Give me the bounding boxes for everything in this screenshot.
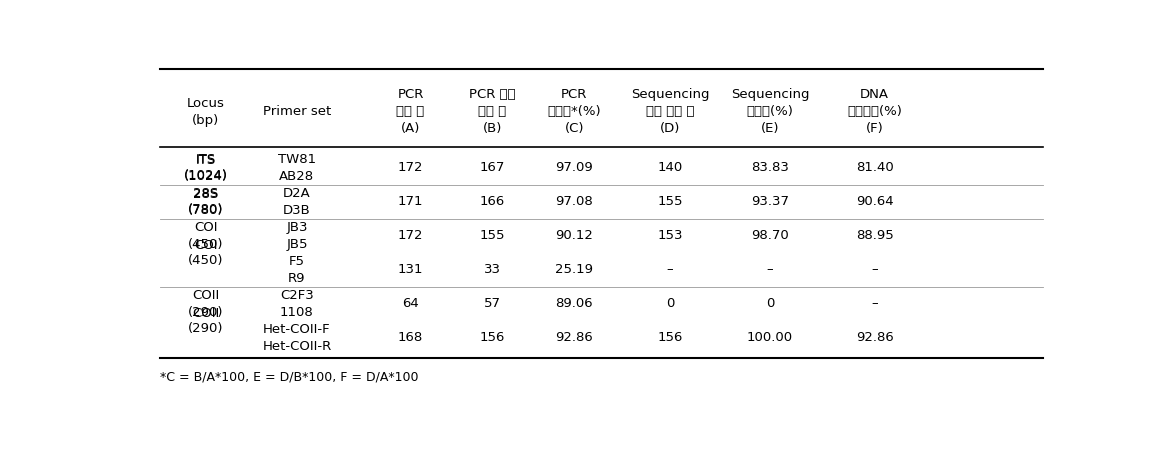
Text: 57: 57 (484, 297, 501, 310)
Text: *C = B/A*100, E = D/B*100, F = D/A*100: *C = B/A*100, E = D/B*100, F = D/A*100 (161, 370, 419, 383)
Text: PCR 성공
개체 수
(B): PCR 성공 개체 수 (B) (470, 88, 515, 135)
Text: COII
(290): COII (290) (188, 289, 223, 319)
Text: 28S
(780): 28S (780) (188, 187, 223, 217)
Text: 0: 0 (666, 297, 674, 310)
Text: 83.83: 83.83 (751, 161, 789, 174)
Text: 131: 131 (398, 263, 424, 276)
Text: 92.86: 92.86 (555, 331, 593, 344)
Text: 172: 172 (398, 161, 424, 174)
Text: PCR
개체 수
(A): PCR 개체 수 (A) (397, 88, 425, 135)
Text: 88.95: 88.95 (856, 229, 893, 242)
Text: PCR
성공률*(%)
(C): PCR 성공률*(%) (C) (547, 88, 601, 135)
Text: 33: 33 (484, 263, 501, 276)
Text: Het-COII-F
Het-COII-R: Het-COII-F Het-COII-R (262, 323, 331, 352)
Text: 156: 156 (657, 331, 682, 344)
Text: Sequencing
성공률(%)
(E): Sequencing 성공률(%) (E) (730, 88, 809, 135)
Text: 97.08: 97.08 (555, 195, 593, 208)
Text: COI
(450): COI (450) (188, 220, 223, 251)
Text: 89.06: 89.06 (555, 297, 593, 310)
Text: C2F3
1108: C2F3 1108 (281, 289, 313, 319)
Text: 64: 64 (403, 297, 419, 310)
Text: 100.00: 100.00 (747, 331, 794, 344)
Text: ITS
(1024): ITS (1024) (184, 154, 228, 182)
Text: D2A
D3B: D2A D3B (283, 187, 311, 217)
Text: Locus
(bp): Locus (bp) (187, 97, 225, 127)
Text: DNA
바코드율(%)
(F): DNA 바코드율(%) (F) (848, 88, 902, 135)
Text: ITS
(1024): ITS (1024) (184, 153, 228, 183)
Text: –: – (767, 263, 774, 276)
Text: 171: 171 (398, 195, 424, 208)
Text: 168: 168 (398, 331, 424, 344)
Text: 0: 0 (765, 297, 774, 310)
Text: –: – (871, 263, 878, 276)
Text: 172: 172 (398, 229, 424, 242)
Text: 92.86: 92.86 (856, 331, 893, 344)
Text: 97.09: 97.09 (555, 161, 593, 174)
Text: COI
(450): COI (450) (188, 239, 223, 267)
Text: TW81
AB28: TW81 AB28 (278, 153, 316, 183)
Text: –: – (871, 297, 878, 310)
Text: Sequencing
성공 개체 수
(D): Sequencing 성공 개체 수 (D) (630, 88, 709, 135)
Text: 28S
(780): 28S (780) (188, 188, 223, 216)
Text: 90.12: 90.12 (555, 229, 593, 242)
Text: 156: 156 (480, 331, 505, 344)
Text: 153: 153 (657, 229, 682, 242)
Text: 93.37: 93.37 (751, 195, 789, 208)
Text: 155: 155 (480, 229, 505, 242)
Text: 155: 155 (657, 195, 682, 208)
Text: –: – (667, 263, 673, 276)
Text: Primer set: Primer set (263, 105, 331, 118)
Text: 166: 166 (480, 195, 505, 208)
Text: F5
R9: F5 R9 (288, 255, 305, 285)
Text: 167: 167 (480, 161, 505, 174)
Text: 140: 140 (657, 161, 682, 174)
Text: 25.19: 25.19 (555, 263, 593, 276)
Text: 98.70: 98.70 (751, 229, 789, 242)
Text: 90.64: 90.64 (856, 195, 893, 208)
Text: COII
(290): COII (290) (188, 307, 223, 335)
Text: JB3
JB5: JB3 JB5 (286, 220, 308, 251)
Text: 81.40: 81.40 (856, 161, 893, 174)
